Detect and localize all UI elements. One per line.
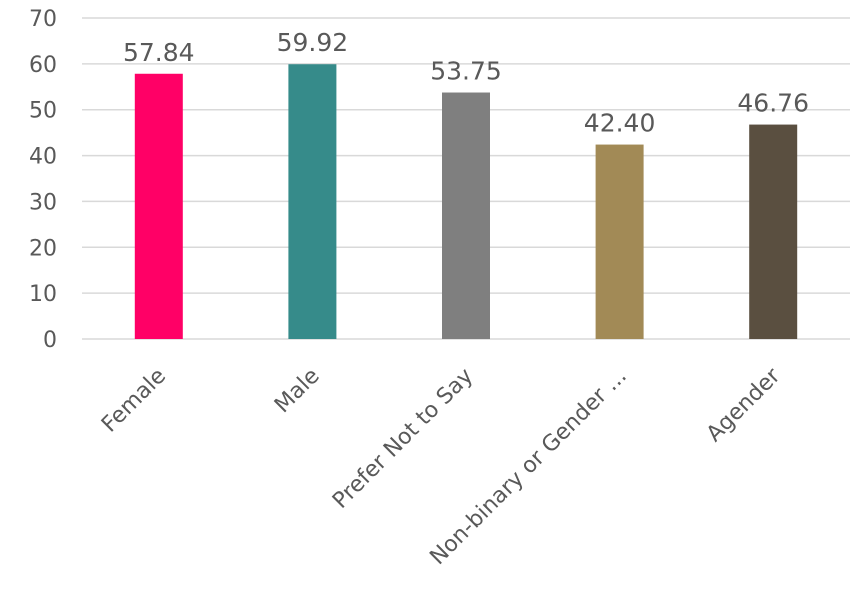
bar — [134, 73, 183, 340]
data-labels: 57.84 59.92 53.75 42.40 46.76 — [123, 28, 809, 137]
bar — [595, 144, 644, 339]
data-label: 53.75 — [430, 57, 502, 86]
y-tick-label: 40 — [29, 145, 57, 170]
x-tick-label: Prefer Not to Say — [328, 364, 478, 514]
y-tick-label: 70 — [29, 7, 57, 32]
y-tick-label: 30 — [29, 190, 57, 215]
bar — [288, 64, 337, 339]
y-tick-label: 20 — [29, 236, 57, 261]
data-label: 59.92 — [277, 28, 349, 57]
bar — [749, 124, 798, 340]
y-tick-label: 0 — [43, 328, 57, 353]
y-axis-ticks: 0 10 20 30 40 50 60 70 — [29, 7, 57, 353]
x-tick-label: Male — [270, 364, 325, 419]
data-label: 57.84 — [123, 38, 195, 67]
x-tick-label: Agender — [702, 363, 786, 447]
bar — [442, 92, 490, 340]
x-tick-label: Female — [97, 364, 171, 438]
y-tick-label: 10 — [29, 282, 57, 307]
data-label: 46.76 — [737, 89, 809, 118]
y-tick-label: 60 — [29, 53, 57, 78]
bars — [134, 64, 798, 340]
data-label: 42.40 — [584, 109, 656, 138]
y-tick-label: 50 — [29, 99, 57, 124]
